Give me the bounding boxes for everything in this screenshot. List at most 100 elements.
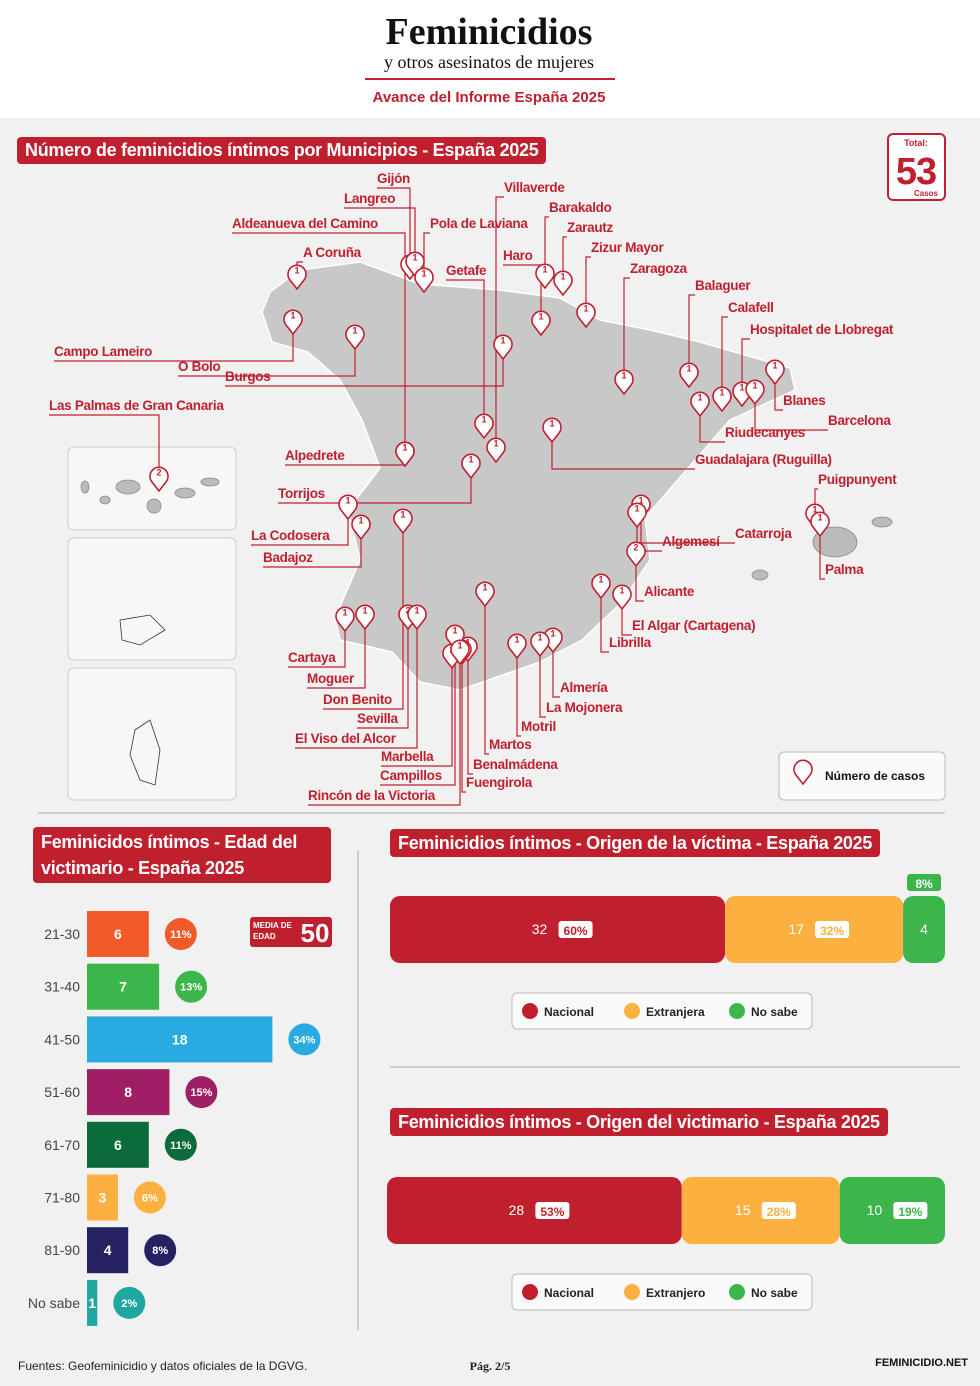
pin-shape	[679, 362, 699, 389]
share-label: 32%	[820, 924, 844, 938]
bar-value: 32	[532, 921, 548, 937]
share-label: 11%	[170, 1140, 192, 1152]
leader-line	[446, 279, 485, 434]
share-box	[907, 874, 942, 891]
inset-canarias	[67, 446, 237, 531]
place-label: El Algar (Cartagena)	[632, 618, 755, 633]
place-label: Puigpunyent	[818, 472, 897, 487]
leader-line	[600, 594, 609, 653]
pin-count: 1	[457, 640, 462, 650]
leader-line	[357, 625, 409, 729]
place-label: Palma	[825, 562, 864, 577]
place-label: Hospitalet de Llobregat	[750, 322, 894, 337]
leader-line	[741, 338, 750, 402]
pin-count: 1	[481, 414, 486, 424]
leader-line	[225, 355, 504, 387]
share-label: 8%	[152, 1245, 168, 1257]
place-label: Sevilla	[357, 711, 398, 726]
place-label: Calafell	[728, 300, 774, 315]
map-pin: 1	[507, 633, 527, 660]
share-label: 8%	[915, 877, 933, 891]
place-label: Rincón de la Victoria	[308, 788, 436, 803]
pin-count: 1	[560, 271, 565, 281]
header-subtitle: y otros asesinatos de mujeres	[384, 52, 594, 72]
map-pin: 1	[461, 453, 481, 480]
place-label: Aldeanueva del Camino	[232, 216, 378, 231]
map-pin: 2	[626, 541, 646, 568]
leader-line	[381, 664, 453, 767]
bar-value: 17	[788, 921, 804, 937]
pin-shape	[474, 413, 494, 440]
leader-line	[544, 216, 549, 284]
pin-count: 1	[739, 382, 744, 392]
place-label: Guadalajara (Ruguilla)	[695, 452, 832, 467]
pin-shape	[576, 302, 596, 329]
place-label: El Viso del Alcor	[295, 731, 397, 746]
bar	[87, 1227, 129, 1274]
pin-count: 1	[500, 335, 505, 345]
pin-count: 1	[468, 454, 473, 464]
map-pin: 1	[745, 379, 765, 406]
leader-line	[263, 535, 362, 568]
pin-count: 1	[772, 360, 777, 370]
leader-line	[288, 627, 346, 668]
bar-value: 10	[867, 1202, 883, 1218]
legend-box	[511, 992, 813, 1030]
pin-shape	[461, 453, 481, 480]
share-dot	[133, 1181, 166, 1214]
place-label: Moguer	[307, 671, 355, 686]
place-label: Campillos	[380, 768, 442, 783]
bar-value: 3	[99, 1190, 107, 1206]
place-label: Almería	[560, 680, 608, 695]
pin-count: 1	[638, 495, 643, 505]
leader-line	[484, 602, 489, 755]
map-pin: 1	[283, 309, 303, 336]
pin-count: 1	[421, 268, 426, 278]
chart-title: Feminicidios íntimos - Origen del victim…	[390, 1108, 888, 1136]
leader-line	[623, 277, 630, 390]
map-pin: 1	[287, 264, 307, 291]
pin-shape	[612, 584, 632, 611]
y-tick-label: 61-70	[44, 1137, 80, 1153]
bar-value: 28	[509, 1202, 525, 1218]
bar-value: 1	[88, 1295, 96, 1311]
pin-shape	[530, 631, 550, 658]
pin-count: 2	[633, 542, 638, 552]
pin-shape	[793, 759, 813, 786]
pin-count: 1	[583, 303, 588, 313]
map-pin: 1	[712, 386, 732, 413]
share-label: 13%	[180, 982, 202, 994]
pin-shape	[690, 391, 710, 418]
pin-count: 1	[686, 363, 691, 373]
pin-shape	[542, 417, 562, 444]
legend-dot	[729, 1284, 745, 1300]
pin-count: 2	[156, 467, 161, 477]
pin-count: 1	[362, 605, 367, 615]
y-tick-label: 31-40	[44, 979, 80, 995]
share-box	[761, 1202, 796, 1219]
bar	[87, 911, 149, 957]
total-value: 53	[896, 151, 936, 193]
pin-shape	[338, 494, 358, 521]
pin-count: 1	[812, 504, 817, 514]
pin-shape	[627, 502, 647, 529]
share-label: 11%	[170, 929, 192, 941]
share-box	[893, 1202, 928, 1219]
pin-shape	[745, 379, 765, 406]
place-label: La Codosera	[251, 528, 330, 543]
map-pin: 1	[576, 302, 596, 329]
pin-count: 1	[542, 264, 547, 274]
pin-shape	[553, 270, 573, 297]
y-tick-label: 51-60	[44, 1084, 80, 1100]
average-label: MEDIA DE EDAD	[253, 921, 292, 941]
spain-map	[261, 261, 796, 691]
share-box	[535, 1202, 570, 1219]
footer-page: Pág. 2/5	[470, 1359, 511, 1373]
pin-shape	[283, 309, 303, 336]
place-label: Zarautz	[567, 220, 613, 235]
pin-shape	[765, 359, 785, 386]
place-label: Badajoz	[263, 550, 313, 565]
map-pin: 1	[393, 508, 413, 535]
pin-shape	[351, 514, 371, 541]
